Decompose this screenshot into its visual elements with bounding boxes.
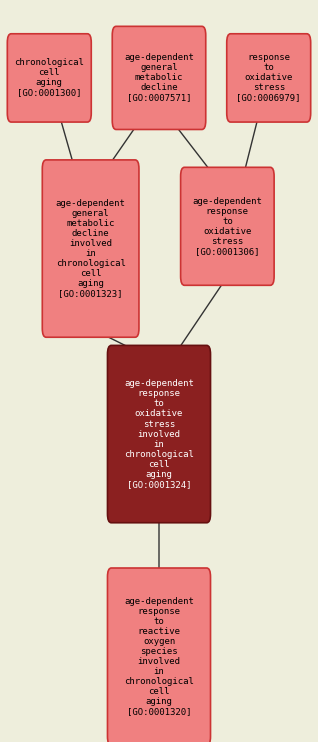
FancyBboxPatch shape bbox=[7, 33, 91, 122]
FancyBboxPatch shape bbox=[107, 346, 211, 522]
Text: age-dependent
general
metabolic
decline
[GO:0007571]: age-dependent general metabolic decline … bbox=[124, 53, 194, 102]
Text: age-dependent
response
to
oxidative
stress
involved
in
chronological
cell
aging
: age-dependent response to oxidative stre… bbox=[124, 379, 194, 489]
FancyBboxPatch shape bbox=[112, 26, 206, 129]
FancyBboxPatch shape bbox=[181, 168, 274, 286]
FancyBboxPatch shape bbox=[227, 33, 311, 122]
Text: chronological
cell
aging
[GO:0001300]: chronological cell aging [GO:0001300] bbox=[14, 59, 84, 97]
FancyBboxPatch shape bbox=[42, 160, 139, 337]
Text: response
to
oxidative
stress
[GO:0006979]: response to oxidative stress [GO:0006979… bbox=[237, 53, 301, 102]
Text: age-dependent
response
to
oxidative
stress
[GO:0001306]: age-dependent response to oxidative stre… bbox=[192, 197, 262, 256]
FancyBboxPatch shape bbox=[107, 568, 211, 742]
Text: age-dependent
general
metabolic
decline
involved
in
chronological
cell
aging
[GO: age-dependent general metabolic decline … bbox=[56, 199, 126, 298]
Text: age-dependent
response
to
reactive
oxygen
species
involved
in
chronological
cell: age-dependent response to reactive oxyge… bbox=[124, 597, 194, 717]
